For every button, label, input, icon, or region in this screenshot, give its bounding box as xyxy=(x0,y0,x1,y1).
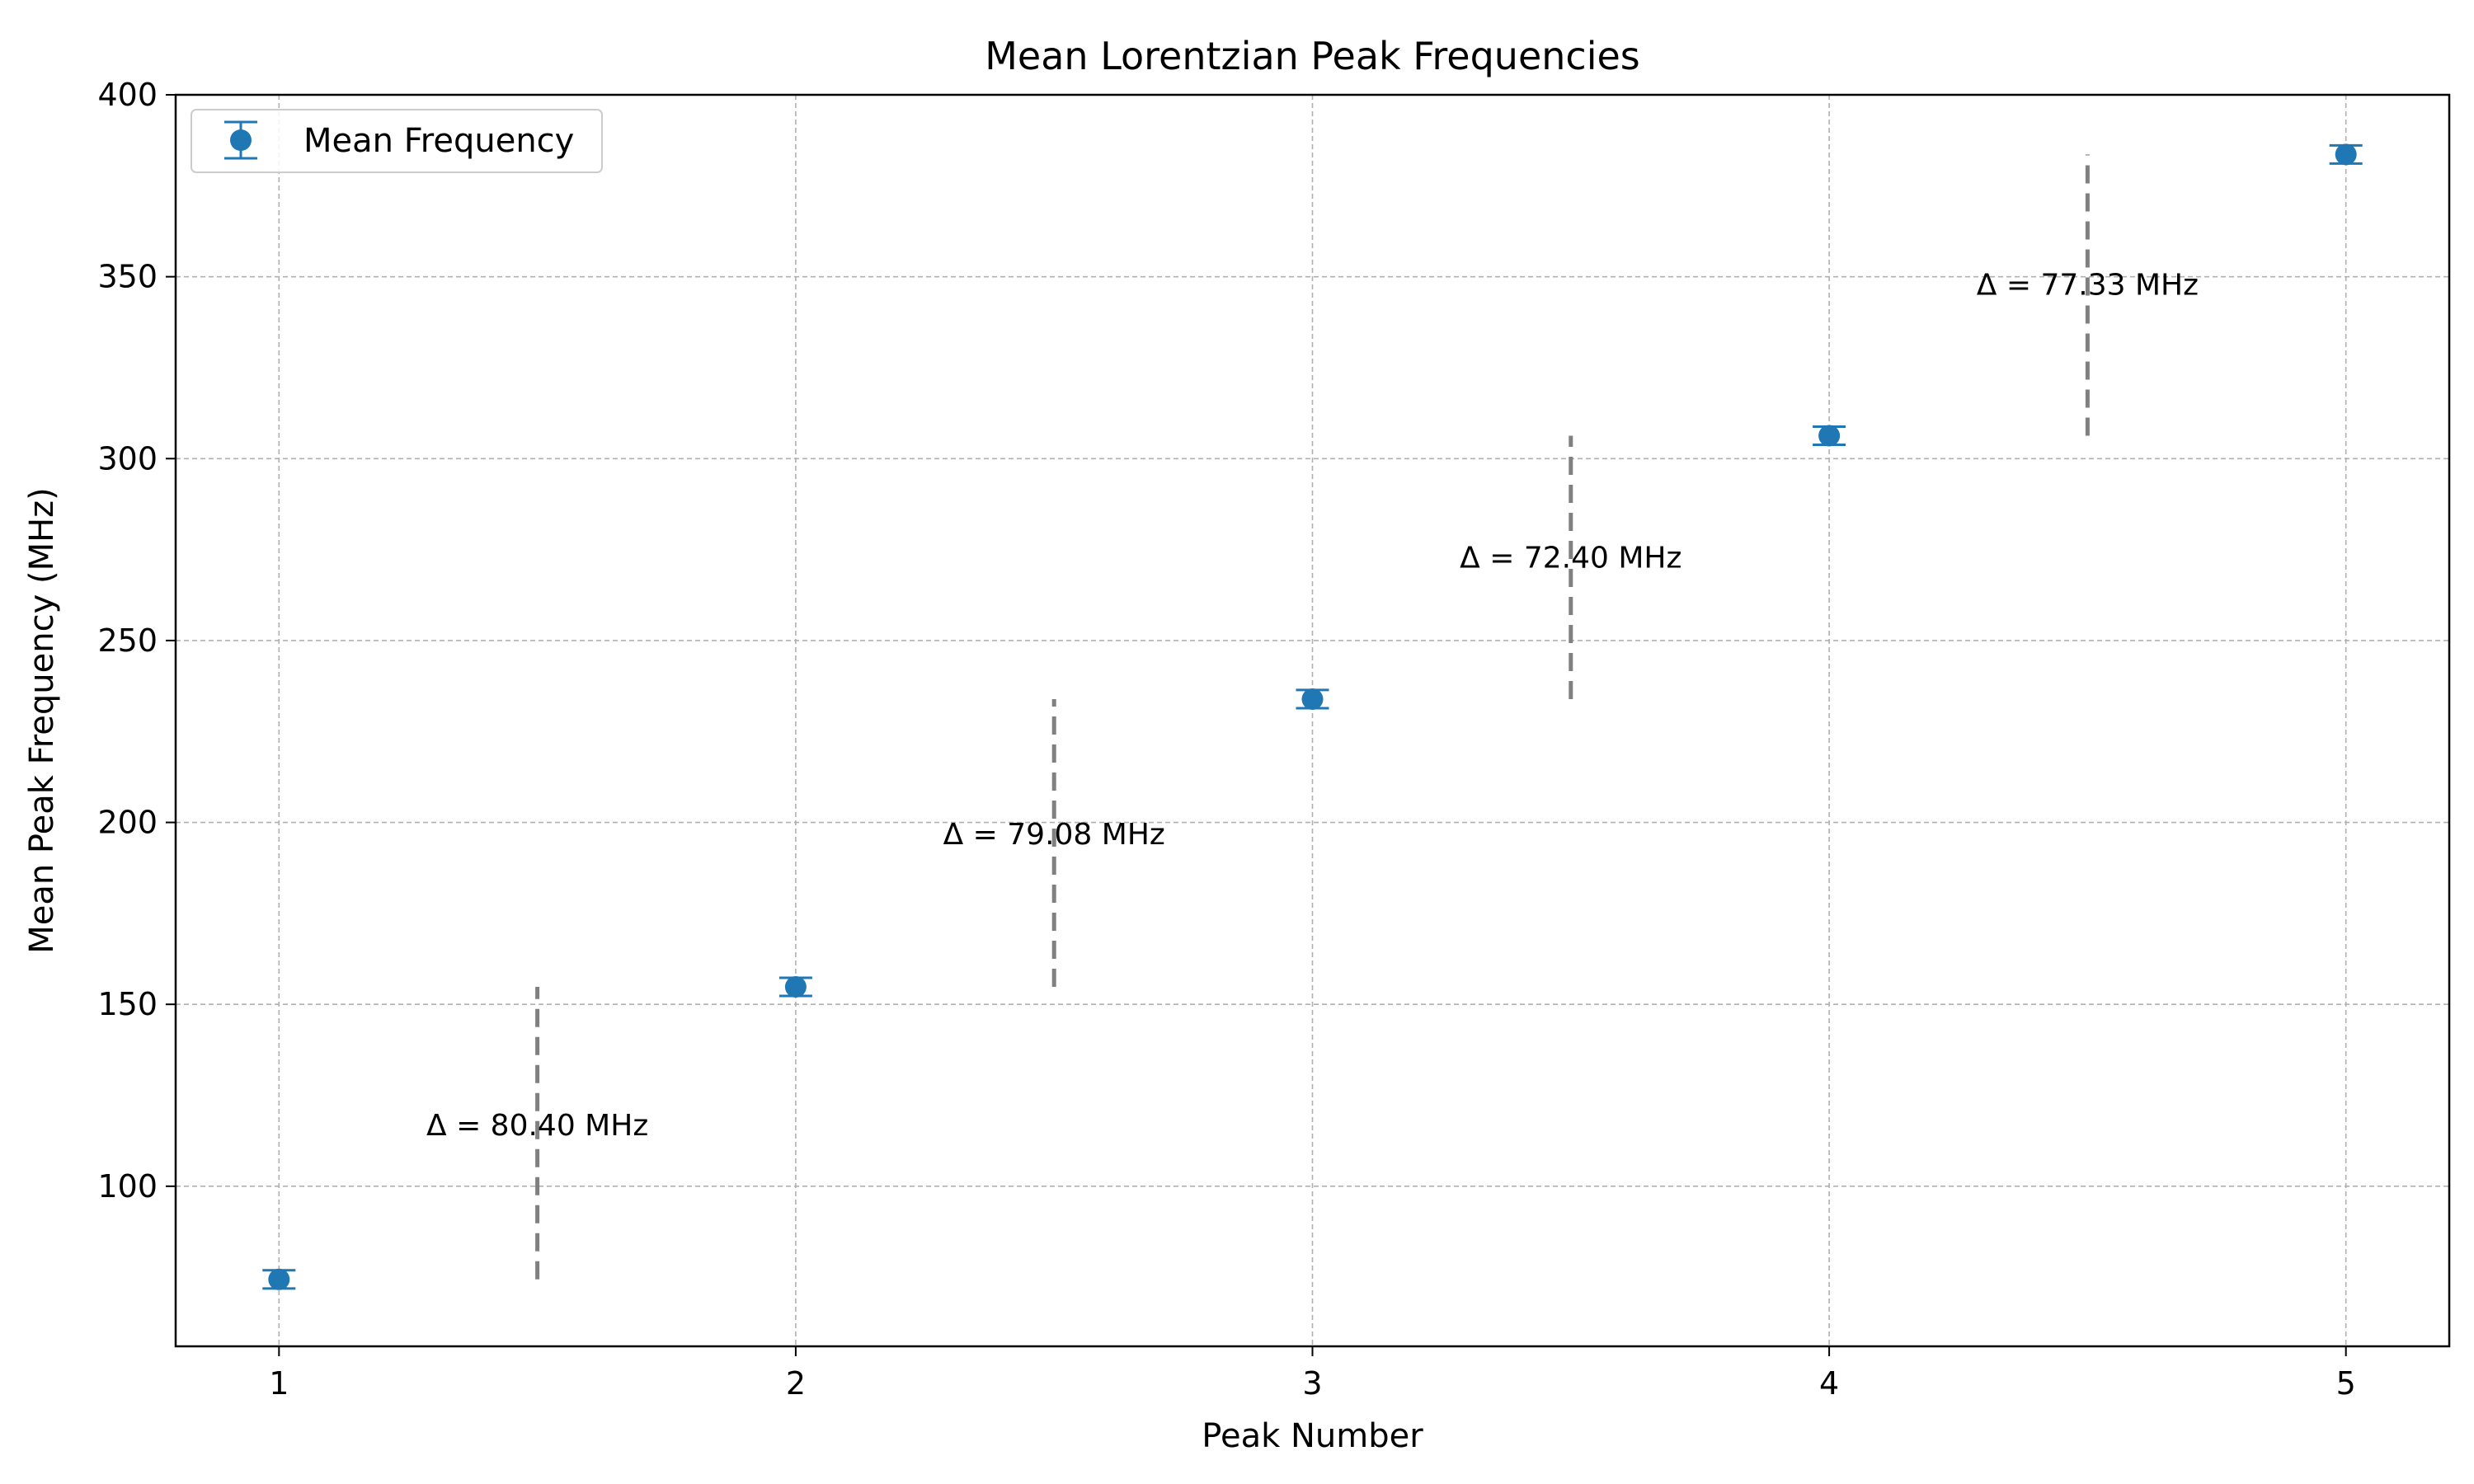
y-tick-label: 200 xyxy=(97,805,158,841)
grid-lines xyxy=(176,94,2449,1346)
x-tick-label: 5 xyxy=(2336,1365,2356,1402)
data-series xyxy=(262,143,2363,1290)
x-tick-label: 1 xyxy=(269,1365,289,1402)
legend-box xyxy=(190,109,603,173)
axis-ticks: 1 2 3 4 5 100 150 200 250 300 350 400 xyxy=(97,77,2355,1402)
y-tick-label: 350 xyxy=(97,259,158,295)
y-tick-label: 150 xyxy=(97,986,158,1022)
y-axis-label: Mean Peak Frequency (MHz) xyxy=(23,487,61,954)
x-tick-label: 2 xyxy=(786,1365,806,1402)
x-tick-label: 4 xyxy=(1819,1365,1839,1402)
y-tick-label: 250 xyxy=(97,622,158,659)
data-point xyxy=(1301,688,1324,710)
data-point xyxy=(2335,143,2357,166)
y-tick-label: 400 xyxy=(97,77,158,113)
legend-entry-label: Mean Frequency xyxy=(303,122,574,160)
delta-label: Δ = 79.08 MHz xyxy=(943,818,1165,852)
legend: Mean Frequency xyxy=(190,109,603,173)
delta-label: Δ = 77.33 MHz xyxy=(1977,268,2199,302)
y-tick-label: 100 xyxy=(97,1168,158,1205)
data-point xyxy=(1818,425,1841,447)
y-tick-label: 300 xyxy=(97,440,158,477)
legend-marker-icon xyxy=(224,120,257,160)
chart-title: Mean Lorentzian Peak Frequencies xyxy=(985,34,1640,78)
x-tick-label: 3 xyxy=(1302,1365,1322,1402)
data-point xyxy=(268,1268,290,1290)
x-axis-label: Peak Number xyxy=(1202,1417,1423,1455)
data-point xyxy=(784,976,807,998)
legend-dot xyxy=(230,129,252,151)
delta-label: Δ = 72.40 MHz xyxy=(1460,541,1681,575)
delta-label: Δ = 80.40 MHz xyxy=(426,1109,648,1143)
delta-annotations: Δ = 80.40 MHz Δ = 79.08 MHz Δ = 72.40 MHz Δ… xyxy=(426,154,2199,1280)
